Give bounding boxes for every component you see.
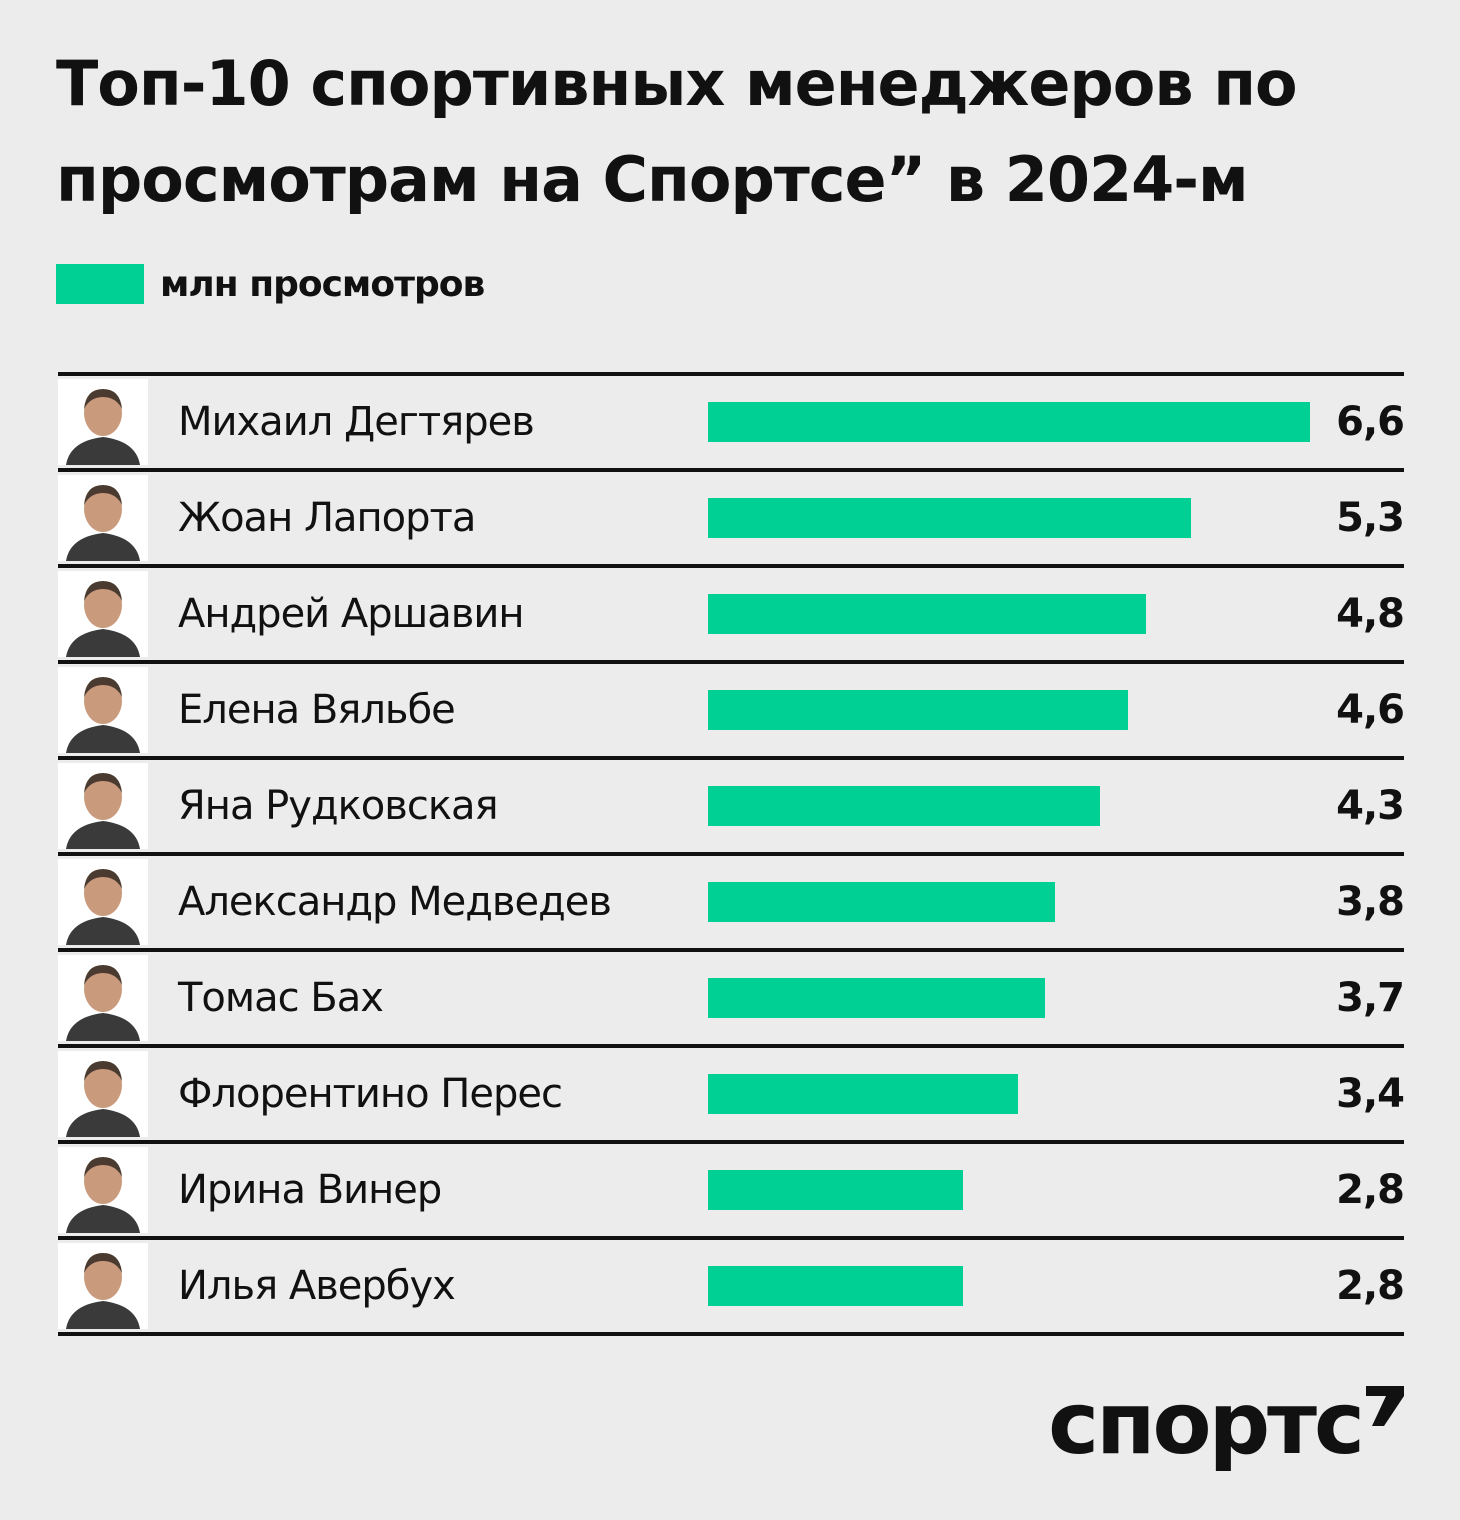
legend-swatch <box>56 264 144 304</box>
legend: млн просмотров <box>56 262 485 306</box>
chart-row: Томас Бах 3,7 <box>58 952 1405 1048</box>
avatar <box>58 571 148 657</box>
category-label: Ирина Винер <box>178 1167 442 1213</box>
chart-row: Михаил Дегтярев 6,6 <box>58 376 1405 472</box>
value-label: 4,6 <box>1336 687 1405 733</box>
chart-row: Андрей Аршавин 4,8 <box>58 568 1405 664</box>
avatar <box>58 379 148 465</box>
category-label: Михаил Дегтярев <box>178 399 535 445</box>
category-label: Илья Авербух <box>178 1263 456 1309</box>
bar <box>708 786 1100 826</box>
bar <box>708 1266 963 1306</box>
category-label: Томас Бах <box>178 975 384 1021</box>
category-label: Флорентино Перес <box>178 1071 563 1117</box>
avatar <box>58 763 148 849</box>
value-label: 3,4 <box>1336 1071 1405 1117</box>
chart-row: Александр Медведев 3,8 <box>58 856 1405 952</box>
bar <box>708 402 1310 442</box>
bar <box>708 690 1128 730</box>
chart-row: Яна Рудковская 4,3 <box>58 760 1405 856</box>
chart-row: Жоан Лапорта 5,3 <box>58 472 1405 568</box>
chart-top-rule <box>58 372 1404 376</box>
category-label: Александр Медведев <box>178 879 612 925</box>
category-label: Елена Вяльбе <box>178 687 456 733</box>
category-label: Жоан Лапорта <box>178 495 476 541</box>
brand-quote-icon <box>1366 1386 1404 1426</box>
chart-row: Флорентино Перес 3,4 <box>58 1048 1405 1144</box>
bar <box>708 498 1191 538</box>
value-label: 2,8 <box>1336 1167 1405 1213</box>
value-label: 6,6 <box>1336 399 1405 445</box>
value-label: 3,7 <box>1336 975 1405 1021</box>
avatar <box>58 955 148 1041</box>
value-label: 4,8 <box>1336 591 1405 637</box>
bar <box>708 882 1055 922</box>
avatar <box>58 667 148 753</box>
bar <box>708 1170 963 1210</box>
bar <box>708 594 1146 634</box>
bar-chart: Михаил Дегтярев 6,6 Жоан Лапорта 5,3 Андрей … <box>58 372 1405 1336</box>
bar <box>708 978 1045 1018</box>
chart-row: Илья Авербух 2,8 <box>58 1240 1405 1336</box>
value-label: 5,3 <box>1336 495 1405 541</box>
avatar <box>58 475 148 561</box>
category-label: Яна Рудковская <box>178 783 499 829</box>
chart-title: Топ-10 спортивных менеджеров по просмотр… <box>56 47 1298 216</box>
value-label: 2,8 <box>1336 1263 1405 1309</box>
value-label: 4,3 <box>1336 783 1405 829</box>
category-label: Андрей Аршавин <box>178 591 524 637</box>
brand-logo: спортс <box>1048 1374 1404 1474</box>
avatar <box>58 1051 148 1137</box>
avatar <box>58 1147 148 1233</box>
legend-label: млн просмотров <box>160 263 485 305</box>
chart-row: Ирина Винер 2,8 <box>58 1144 1405 1240</box>
value-label: 3,8 <box>1336 879 1405 925</box>
bar <box>708 1074 1018 1114</box>
avatar <box>58 859 148 945</box>
chart-row: Елена Вяльбе 4,6 <box>58 664 1405 760</box>
brand-wordmark: спортс <box>1048 1374 1365 1474</box>
avatar <box>58 1243 148 1329</box>
